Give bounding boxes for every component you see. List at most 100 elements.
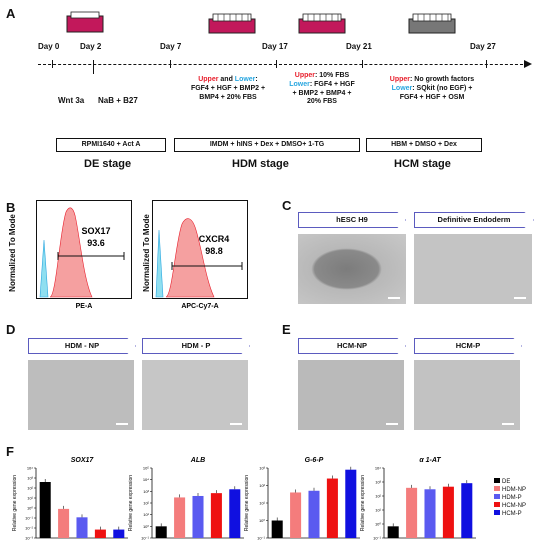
- de-stage-label: DE stage: [84, 158, 132, 170]
- hdm-medium-note: Upper and Lower: FGF4 + HGF + BMP2 + BMP…: [190, 76, 266, 101]
- bar: [192, 495, 204, 538]
- bar: [424, 489, 436, 538]
- day-label: Day 7: [160, 42, 182, 51]
- timeline-tick: [276, 60, 277, 68]
- hdm-stage-medium: IMDM + hINS + Dex + DMSO+ 1-TG: [174, 138, 360, 152]
- micrograph-definitive-endoderm: [414, 234, 532, 304]
- bar: [229, 489, 241, 538]
- bar: [290, 492, 302, 538]
- bar: [387, 526, 399, 538]
- timeline-tick: [170, 60, 171, 68]
- y-tick-label: 10¹: [259, 501, 265, 506]
- panel-b-label: B: [6, 200, 16, 215]
- timeline-axis: [38, 64, 528, 66]
- chart-ylabel: Relative gene expression: [360, 475, 366, 531]
- chart-title: α 1-AT: [419, 457, 441, 464]
- bar: [345, 469, 357, 538]
- panel-f-label: F: [6, 444, 14, 459]
- y-tick-label: 10⁵: [143, 466, 149, 471]
- chart-ylabel: Relative gene expression: [12, 475, 18, 531]
- flow-ylabel: Normalized To Mode: [141, 214, 151, 292]
- panel-d-label: D: [6, 322, 16, 337]
- bar: [39, 482, 51, 538]
- y-tick-label: 10⁻¹: [373, 536, 382, 541]
- percent-value: 98.8: [205, 246, 223, 256]
- y-tick-label: 10⁴: [143, 477, 149, 482]
- legend-item: HDM-P: [494, 494, 526, 502]
- bar: [210, 493, 222, 538]
- gene-expression-charts: SOX17 Relative gene expression 10⁴ 10³ 10² 10…: [12, 457, 476, 541]
- panel-a-label: A: [6, 6, 16, 21]
- bar: [461, 483, 473, 538]
- bar: [326, 478, 338, 538]
- day-label: Day 21: [346, 42, 372, 51]
- y-tick-label: 10⁴: [375, 466, 381, 471]
- day-label: Day 17: [262, 42, 288, 51]
- de-stage-medium: RPMI1640 + Act A: [56, 138, 166, 152]
- image-title-ribbon: hESC H9: [298, 212, 406, 228]
- bar: [308, 490, 320, 538]
- timeline-arrowhead: [524, 60, 532, 68]
- y-tick-label: 10¹: [27, 496, 33, 501]
- y-tick-label: 10⁰: [375, 522, 381, 527]
- chart-ylabel: Relative gene expression: [128, 475, 134, 531]
- day-label: Day 2: [80, 42, 102, 51]
- image-title-ribbon: HCM-P: [414, 338, 522, 354]
- y-tick-label: 10³: [143, 489, 149, 494]
- culture-plate-icon: [66, 11, 104, 33]
- hcm-medium-note: Upper: No growth factors Lower: SQkit (n…: [389, 76, 475, 101]
- day17-medium-note: Upper: 10% FBS Lower: FGF4 + HGF + BMP2 …: [289, 72, 355, 106]
- bar: [442, 486, 454, 538]
- chart-title: SOX17: [71, 457, 95, 464]
- chart-title: G-6-P: [305, 457, 324, 464]
- day-label: Day 27: [470, 42, 496, 51]
- y-tick-label: 10⁰: [143, 524, 149, 529]
- y-tick-label: 10²: [375, 494, 381, 499]
- transwell-plate-icon: [208, 13, 256, 34]
- panel-e-label: E: [282, 322, 291, 337]
- chart-legend: DE HDM-NP HDM-P HCM-NP HCM-P: [494, 478, 526, 518]
- y-tick-label: 10⁻¹: [141, 536, 150, 541]
- legend-item: DE: [494, 478, 526, 486]
- hdm-stage-label: HDM stage: [232, 158, 289, 170]
- timeline-tick: [486, 60, 487, 68]
- bar: [155, 526, 167, 538]
- bar: [58, 508, 70, 538]
- y-tick-label: 10⁰: [259, 518, 265, 523]
- y-tick-label: 10²: [143, 501, 149, 506]
- micrograph-hdm-np: [28, 360, 134, 430]
- y-tick-label: 10²: [27, 486, 33, 491]
- percent-value: 93.6: [87, 238, 105, 248]
- legend-item: HDM-NP: [494, 486, 526, 494]
- y-tick-label: 10³: [259, 466, 265, 471]
- y-tick-label: 10⁻³: [25, 536, 34, 541]
- y-tick-label: 10⁻²: [25, 526, 34, 531]
- y-tick-label: 10²: [259, 483, 265, 488]
- bar: [406, 487, 418, 538]
- y-tick-label: 10⁻¹: [257, 536, 266, 541]
- timeline-tick: [362, 60, 363, 68]
- timeline-tick: [93, 60, 94, 74]
- micrograph-hcm-np: [298, 360, 404, 430]
- chart-ylabel: Relative gene expression: [244, 475, 250, 531]
- image-title-ribbon: Definitive Endoderm: [414, 212, 534, 228]
- timeline-tick: [52, 60, 53, 68]
- legend-item: HCM-NP: [494, 502, 526, 510]
- chart-title: ALB: [190, 457, 205, 464]
- y-tick-label: 10⁻¹: [25, 516, 34, 521]
- y-tick-label: 10¹: [143, 512, 149, 517]
- image-title-ribbon: HCM-NP: [298, 338, 406, 354]
- transwell-plate-grey-icon: [408, 13, 456, 34]
- flow-xlabel: APC-Cy7-A: [181, 303, 218, 310]
- y-tick-label: 10¹: [375, 508, 381, 513]
- wnt3a-note: Wnt 3a: [58, 96, 85, 105]
- panel-c-label: C: [282, 198, 292, 213]
- bar: [271, 520, 283, 538]
- flow-histogram-cxcr4: CXCR4 98.8 APC-Cy7-A: [152, 200, 248, 310]
- legend-item: HCM-P: [494, 510, 526, 518]
- bar: [113, 529, 125, 538]
- micrograph-hesc-h9: [298, 234, 406, 304]
- bar: [174, 497, 186, 538]
- flow-ylabel: Normalized To Mode: [7, 214, 17, 292]
- image-title-ribbon: HDM - P: [142, 338, 250, 354]
